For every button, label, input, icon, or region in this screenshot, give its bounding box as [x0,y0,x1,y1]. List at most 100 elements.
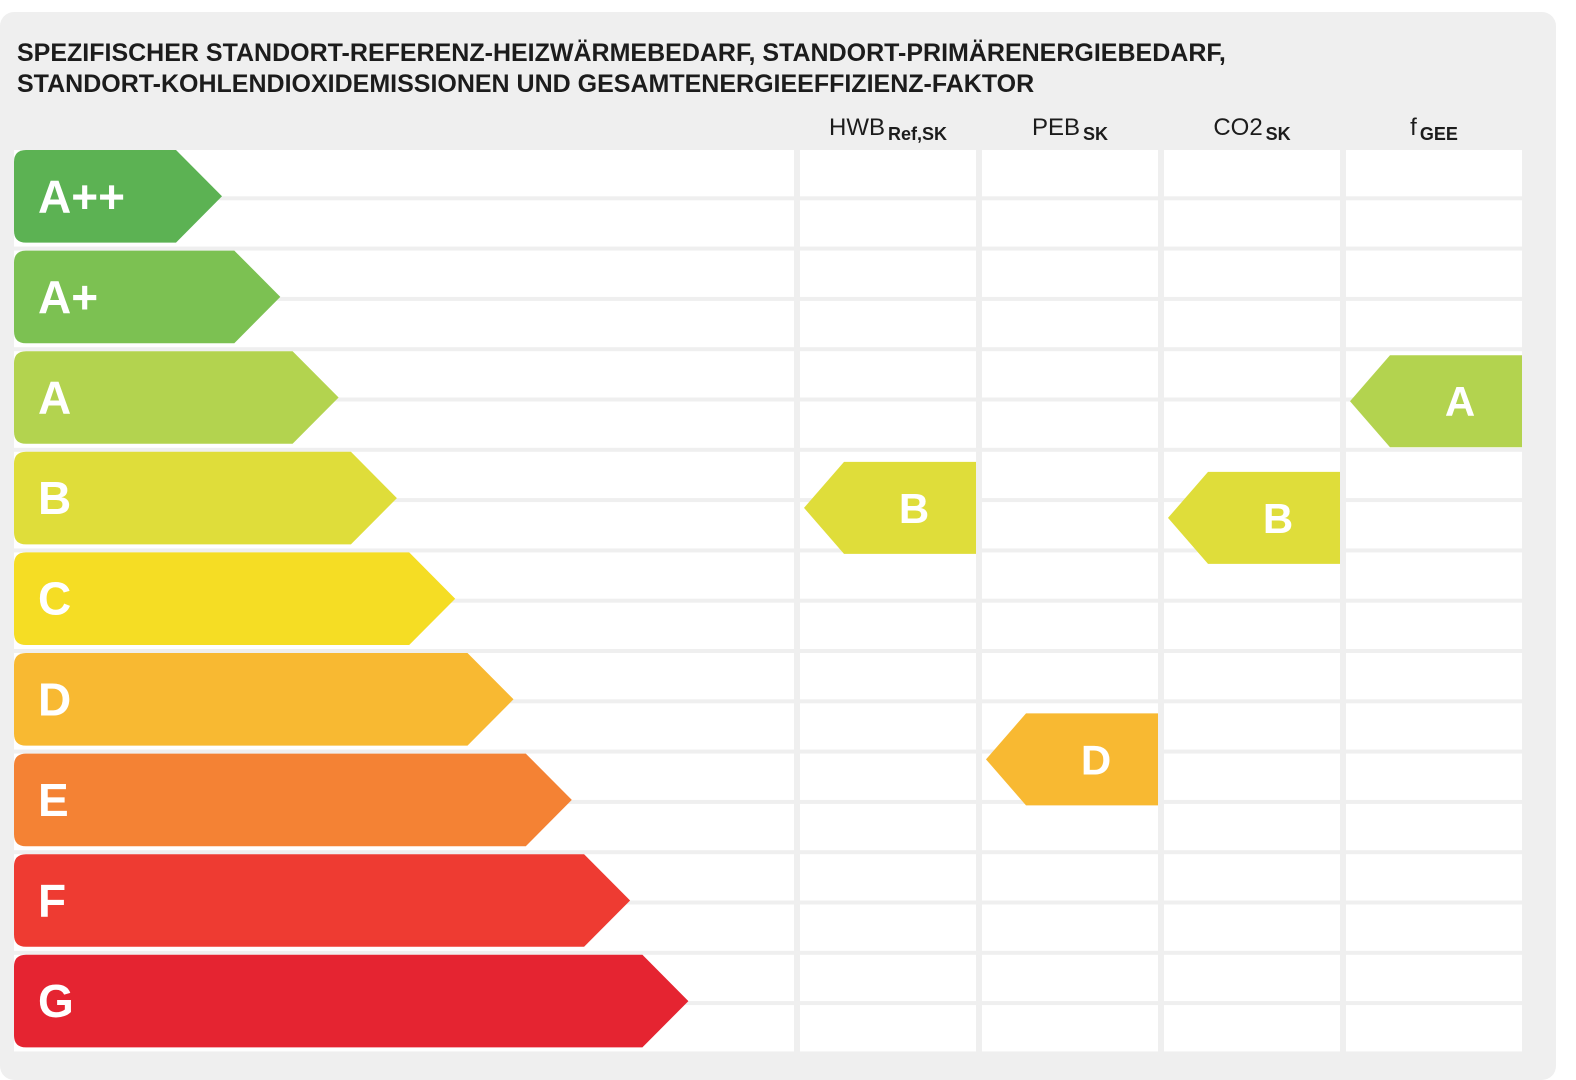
class-label-b: B [38,472,71,524]
grid-cell-hwb [800,401,976,448]
rating-label-co2: B [1263,495,1293,542]
grid-cell-hwb [800,653,976,700]
class-label-aplus: A+ [38,271,98,323]
grid-cell-peb [982,250,1158,297]
grid-cell-peb [982,451,1158,499]
grid-cell-fgee [1346,150,1522,197]
grid-cell-peb [982,602,1158,649]
class-arrow-aplusplus [14,150,222,243]
chart-title: SPEZIFISCHER STANDORT-REFERENZ-HEIZWÄRME… [17,38,1517,100]
grid-cell-peb [982,300,1158,348]
grid-cell-peb [982,200,1158,247]
grid-cell-fgee [1346,300,1522,348]
grid-cell-peb [982,552,1158,599]
grid-cell-co2 [1164,954,1340,1002]
grid-cell-fgee [1346,1005,1522,1052]
column-header-fgee: f GEE [1346,114,1522,150]
grid-cell-co2 [1164,854,1340,901]
column-header-peb: PEB SK [982,114,1158,150]
rating-marker-hwb [804,461,976,554]
grid-cell-hwb [800,753,976,800]
column-header-peb-sub: SK [1083,124,1109,144]
grid-cell-hwb [800,854,976,901]
grid-cell-peb [982,351,1158,398]
grid-cell-co2 [1164,653,1340,700]
rating-label-peb: D [1081,736,1111,783]
grid-cell-hwb [800,954,976,1002]
grid-cell-fgee [1346,552,1522,599]
grid-cell-peb [982,502,1158,549]
grid-cell-hwb [800,552,976,599]
grid-cell-hwb [800,803,976,851]
column-header-co2-sub: SK [1265,124,1291,144]
grid-cell-hwb [800,300,976,348]
column-header-fgee-label: f [1410,114,1417,141]
grid-cell-peb [982,401,1158,448]
class-arrow-c [14,552,456,645]
grid-cell-hwb [800,351,976,398]
class-label-c: C [38,573,71,625]
grid-cell-peb [982,854,1158,901]
grid-cell-co2 [1164,250,1340,297]
grid-cell-co2 [1164,1005,1340,1052]
grid-cell-co2 [1164,200,1340,247]
grid-cell-co2 [1164,904,1340,951]
grid-cell-co2 [1164,150,1340,197]
class-arrow-f [14,854,631,947]
grid-cell-peb [982,954,1158,1002]
column-header-co2-label: CO2 [1213,114,1263,141]
grid-cell-fgee [1346,602,1522,649]
rating-marker-peb [986,713,1158,806]
grid-cell-hwb [800,250,976,297]
grid-cell-peb [982,1005,1158,1052]
grid-cell-peb [982,150,1158,197]
column-header-fgee-sub: GEE [1419,124,1458,144]
grid-cell-fgee [1346,904,1522,951]
grid-cell-fgee [1346,703,1522,750]
grid-cell-co2 [1164,803,1340,851]
grid-cell-fgee [1346,954,1522,1002]
rating-marker-fgee [1350,355,1522,448]
class-arrow-d [14,653,514,746]
rating-marker-co2 [1168,471,1340,564]
grid-cell-hwb [800,200,976,247]
class-label-d: D [38,673,71,725]
grid-cell-fgee [1346,753,1522,800]
grid-cell-co2 [1164,602,1340,649]
grid-cell-co2 [1164,401,1340,448]
grid-cell-hwb [800,1005,976,1052]
grid-cell-fgee [1346,854,1522,901]
class-label-f: F [38,875,66,927]
class-arrow-aplus [14,250,281,344]
grid-cell-co2 [1164,351,1340,398]
grid-cell-hwb [800,150,976,197]
grid-cell-peb [982,904,1158,951]
grid-cell-peb [982,803,1158,851]
grid-cell-co2 [1164,300,1340,348]
column-header-peb-label: PEB [1031,114,1080,141]
grid-cell-fgee [1346,451,1522,499]
rating-label-fgee: A [1445,378,1475,425]
rating-label-hwb: B [899,485,929,532]
title-line-1: SPEZIFISCHER STANDORT-REFERENZ-HEIZWÄRME… [17,39,1226,67]
class-label-e: E [38,774,69,826]
grid-cell-fgee [1346,653,1522,700]
grid-cell-hwb [800,904,976,951]
rating-markers: B D B A [804,355,1522,806]
title-line-2: STANDORT-KOHLENDIOXIDEMISSIONEN UND GESA… [17,70,1035,98]
class-arrow-e [14,753,572,847]
column-header-hwb-label: HWB [828,114,885,141]
grid-cell-hwb [800,703,976,750]
grid-cell-peb [982,653,1158,700]
grid-cell-co2 [1164,753,1340,800]
grid-cell-fgee [1346,250,1522,297]
grid-cell-fgee [1346,200,1522,247]
column-header-co2: CO2 SK [1164,114,1340,150]
class-arrow-b [14,451,397,545]
column-header-hwb-sub: Ref,SK [887,124,947,144]
class-label-a: A [38,372,71,424]
grid-cell-fgee [1346,502,1522,549]
grid-cell-hwb [800,602,976,649]
grid-cell-fgee [1346,803,1522,851]
